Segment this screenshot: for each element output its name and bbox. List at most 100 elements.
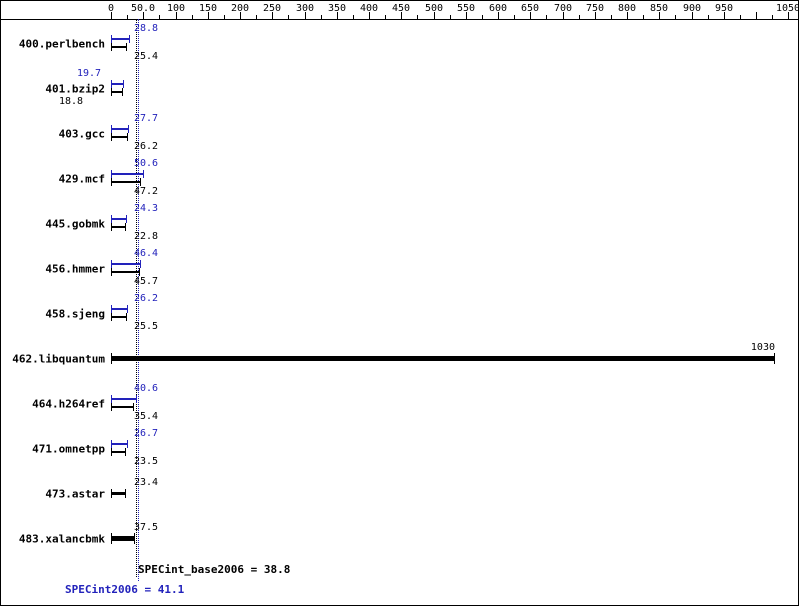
result-bar-start-cap xyxy=(111,533,112,544)
base-value-label: 47.2 xyxy=(134,186,159,197)
major-tick-mark xyxy=(111,12,112,19)
major-tick-mark xyxy=(176,12,177,19)
base-bar-end-cap xyxy=(125,448,126,456)
x-axis-tick-label: 150 xyxy=(198,3,218,14)
peak-bar-end-cap xyxy=(127,305,128,313)
result-bar-end-cap xyxy=(125,489,126,498)
x-axis-tick-label: 750 xyxy=(585,3,605,14)
x-axis-tick-label: 400 xyxy=(359,3,379,14)
x-axis-tick-label: 650 xyxy=(520,3,540,14)
benchmark-label: 403.gcc xyxy=(58,127,105,141)
major-tick-mark xyxy=(627,12,628,19)
base-bar-start-cap xyxy=(111,43,112,51)
major-tick-mark xyxy=(143,12,144,19)
peak-value-label: 24.3 xyxy=(134,203,159,214)
peak-bar-start-cap xyxy=(111,125,112,133)
x-axis-tick-label: 950 xyxy=(714,3,734,14)
major-tick-mark xyxy=(401,12,402,19)
minor-tick-mark xyxy=(450,15,451,19)
base-bar xyxy=(111,91,123,93)
peak-bar xyxy=(111,308,128,310)
base-value-label: 26.2 xyxy=(134,141,159,152)
base-bar xyxy=(111,226,126,228)
base-bar-end-cap xyxy=(140,178,141,186)
peak-bar-end-cap xyxy=(123,80,124,88)
x-axis-tick-label: 900 xyxy=(682,3,702,14)
peak-bar-start-cap xyxy=(111,395,112,403)
major-tick-mark xyxy=(466,12,467,19)
base-bar xyxy=(111,136,128,138)
minor-tick-mark xyxy=(353,15,354,19)
base-bar xyxy=(111,46,127,48)
x-axis-tick-label: 0 xyxy=(107,3,115,14)
base-bar-end-cap xyxy=(139,268,140,276)
peak-value-label: 26.7 xyxy=(134,428,159,439)
major-tick-mark xyxy=(595,12,596,19)
base-bar-end-cap xyxy=(122,88,123,96)
result-bar-start-cap xyxy=(111,353,112,364)
peak-bar xyxy=(111,128,129,130)
peak-value-label: 50.6 xyxy=(134,158,159,169)
peak-bar xyxy=(111,263,141,265)
x-axis-tick-label: 300 xyxy=(295,3,315,14)
peak-bar-start-cap xyxy=(111,215,112,223)
peak-bar-start-cap xyxy=(111,260,112,268)
major-tick-mark xyxy=(272,12,273,19)
minor-tick-mark xyxy=(417,15,418,19)
peak-value-label: 26.2 xyxy=(134,293,159,304)
peak-value-label: 40.6 xyxy=(134,383,159,394)
x-axis-tick-label: 100 xyxy=(166,3,186,14)
benchmark-label: 464.h264ref xyxy=(32,397,105,411)
minor-tick-mark xyxy=(675,15,676,19)
base-bar xyxy=(111,406,134,408)
peak-bar xyxy=(111,218,127,220)
base-bar-end-cap xyxy=(127,133,128,141)
base-summary-label: SPECint_base2006 = 38.8 xyxy=(138,563,291,576)
major-tick-mark xyxy=(208,12,209,19)
base-value-label: 23.5 xyxy=(134,456,159,467)
peak-bar xyxy=(111,173,144,175)
base-bar-end-cap xyxy=(133,403,134,411)
base-bar xyxy=(111,271,140,273)
peak-bar-end-cap xyxy=(127,440,128,448)
minor-tick-mark xyxy=(127,15,128,19)
base-bar xyxy=(111,451,126,453)
peak-bar-start-cap xyxy=(111,305,112,313)
minor-tick-mark xyxy=(256,15,257,19)
base-mean-line xyxy=(136,19,137,577)
result-bar-start-cap xyxy=(111,489,112,498)
minor-tick-mark xyxy=(514,15,515,19)
benchmark-label: 445.gobmk xyxy=(45,217,105,231)
x-axis-line xyxy=(1,19,798,20)
x-axis-tick-label: 50.0 xyxy=(130,3,156,14)
peak-bar xyxy=(111,83,124,85)
benchmark-label: 458.sjeng xyxy=(45,307,105,321)
minor-tick-mark xyxy=(740,15,741,19)
result-bar xyxy=(111,356,775,361)
result-bar-end-cap xyxy=(774,353,775,364)
benchmark-label: 429.mcf xyxy=(58,172,105,186)
x-axis-tick-label: 800 xyxy=(617,3,637,14)
peak-bar xyxy=(111,38,130,40)
minor-tick-mark xyxy=(643,15,644,19)
peak-bar xyxy=(111,443,128,445)
base-bar-start-cap xyxy=(111,313,112,321)
minor-tick-mark xyxy=(579,15,580,19)
peak-value-label: 46.4 xyxy=(134,248,159,259)
x-axis-tick-label: 550 xyxy=(456,3,476,14)
minor-tick-mark xyxy=(192,15,193,19)
result-value-label: 23.4 xyxy=(134,477,159,488)
peak-bar-start-cap xyxy=(111,440,112,448)
result-bar xyxy=(111,536,135,541)
x-axis-tick-label: 500 xyxy=(424,3,444,14)
major-tick-mark xyxy=(369,12,370,19)
base-value-label: 45.7 xyxy=(134,276,159,287)
peak-bar-start-cap xyxy=(111,80,112,88)
major-tick-mark xyxy=(240,12,241,19)
x-axis-tick-label: 450 xyxy=(391,3,411,14)
base-bar xyxy=(111,181,141,183)
major-tick-mark xyxy=(530,12,531,19)
x-axis-tick-label: 250 xyxy=(262,3,282,14)
base-bar-start-cap xyxy=(111,133,112,141)
